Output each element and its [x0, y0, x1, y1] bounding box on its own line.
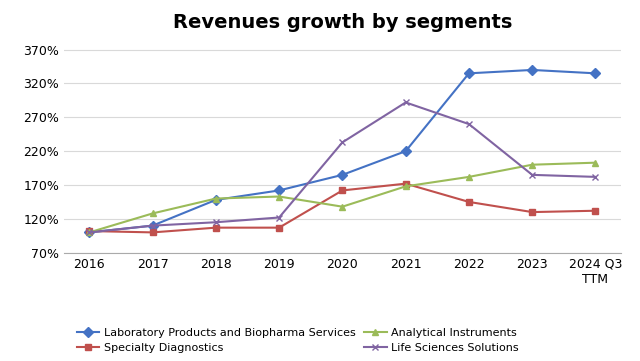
Analytical Instruments	[529, 162, 536, 167]
Analytical Instruments	[212, 196, 220, 201]
Specialty Diagnostics	[148, 230, 156, 235]
Specialty Diagnostics	[591, 209, 599, 213]
Title: Revenues growth by segments: Revenues growth by segments	[173, 13, 512, 32]
Life Sciences Solutions	[529, 173, 536, 177]
Life Sciences Solutions	[402, 100, 410, 105]
Analytical Instruments	[86, 230, 93, 235]
Life Sciences Solutions	[465, 122, 473, 126]
Life Sciences Solutions	[86, 230, 93, 235]
Life Sciences Solutions	[148, 223, 156, 228]
Line: Analytical Instruments: Analytical Instruments	[86, 159, 599, 236]
Life Sciences Solutions	[339, 140, 346, 144]
Analytical Instruments	[465, 175, 473, 179]
Laboratory Products and Biopharma Services	[275, 188, 283, 193]
Life Sciences Solutions	[275, 215, 283, 219]
Laboratory Products and Biopharma Services	[86, 230, 93, 235]
Specialty Diagnostics	[275, 226, 283, 230]
Specialty Diagnostics	[212, 226, 220, 230]
Laboratory Products and Biopharma Services	[465, 71, 473, 75]
Analytical Instruments	[591, 161, 599, 165]
Laboratory Products and Biopharma Services	[591, 71, 599, 75]
Analytical Instruments	[148, 211, 156, 216]
Analytical Instruments	[339, 204, 346, 209]
Line: Laboratory Products and Biopharma Services: Laboratory Products and Biopharma Servic…	[86, 66, 599, 236]
Life Sciences Solutions	[212, 220, 220, 225]
Specialty Diagnostics	[529, 210, 536, 214]
Legend: Laboratory Products and Biopharma Services, Specialty Diagnostics, Analytical In: Laboratory Products and Biopharma Servic…	[72, 323, 523, 358]
Specialty Diagnostics	[86, 229, 93, 233]
Laboratory Products and Biopharma Services	[339, 173, 346, 177]
Laboratory Products and Biopharma Services	[148, 223, 156, 228]
Laboratory Products and Biopharma Services	[402, 149, 410, 153]
Life Sciences Solutions	[591, 175, 599, 179]
Specialty Diagnostics	[402, 182, 410, 186]
Laboratory Products and Biopharma Services	[529, 68, 536, 72]
Analytical Instruments	[275, 194, 283, 199]
Line: Specialty Diagnostics: Specialty Diagnostics	[86, 180, 599, 236]
Specialty Diagnostics	[339, 188, 346, 193]
Analytical Instruments	[402, 184, 410, 188]
Line: Life Sciences Solutions: Life Sciences Solutions	[86, 99, 599, 236]
Specialty Diagnostics	[465, 200, 473, 204]
Laboratory Products and Biopharma Services	[212, 198, 220, 202]
